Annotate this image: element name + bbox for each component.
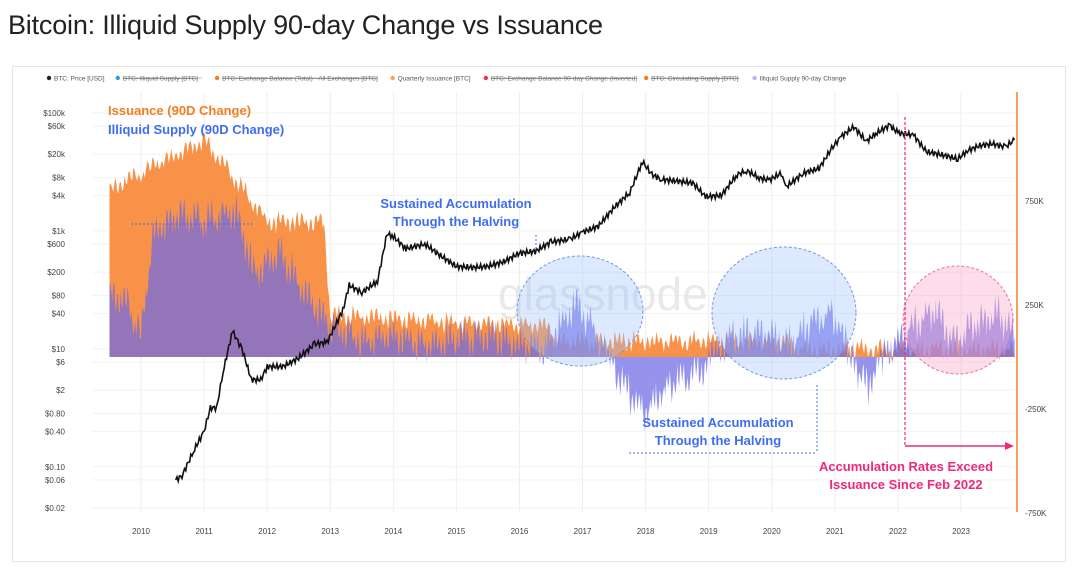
issuance-annotation: Issuance (90D Change) bbox=[108, 103, 251, 118]
left-tick-label: $40 bbox=[52, 309, 66, 318]
left-tick-label: $20k bbox=[48, 150, 66, 159]
legend-label: BTC: Circulating Supply [BTC] bbox=[651, 75, 739, 82]
chart-legend: BTC: Price [USD] BTC: Illiquid Supply [BT… bbox=[46, 75, 846, 82]
left-tick-label: $4k bbox=[52, 191, 66, 200]
illiquid-supply-area bbox=[109, 193, 1015, 432]
x-tick-label: 2015 bbox=[447, 527, 465, 536]
chart-frame: BTC: Price [USD] BTC: Illiquid Supply [BT… bbox=[12, 66, 1066, 562]
left-tick-label: $60k bbox=[48, 122, 66, 131]
left-tick-label: $80 bbox=[52, 292, 66, 301]
right-tick-label: 750K bbox=[1025, 197, 1044, 206]
left-tick-label: $1k bbox=[52, 227, 66, 236]
accum2-line2: Through the Halving bbox=[655, 433, 781, 448]
x-tick-label: 2016 bbox=[511, 527, 529, 536]
x-axis: 2010 2011 2012 2013 2014 2015 2016 2017 2018 2019… bbox=[132, 527, 970, 536]
page-title: Bitcoin: Illiquid Supply 90-day Change v… bbox=[8, 10, 603, 40]
accum-ellipse-3 bbox=[902, 265, 1014, 375]
accumulation-arrow-head bbox=[1005, 442, 1014, 450]
price-line bbox=[174, 122, 1015, 485]
left-tick-label: $0.80 bbox=[45, 410, 66, 419]
rates-line1: Accumulation Rates Exceed bbox=[819, 459, 993, 474]
x-tick-label: 2020 bbox=[763, 527, 781, 536]
x-tick-label: 2010 bbox=[132, 527, 150, 536]
accum-ellipse-1 bbox=[516, 255, 644, 367]
x-tick-label: 2014 bbox=[384, 527, 402, 536]
x-tick-label: 2012 bbox=[258, 527, 276, 536]
left-tick-label: $0.10 bbox=[45, 463, 66, 472]
legend-item-1[interactable]: BTC: Illiquid Supply [BTC] bbox=[115, 75, 203, 82]
legend-item-5[interactable]: BTC: Circulating Supply [BTC] bbox=[643, 75, 740, 82]
legend-item-4[interactable]: BTC: Exchange Balance 90-day Change (Inv… bbox=[483, 75, 638, 82]
x-tick-label: 2011 bbox=[195, 527, 213, 536]
accum1-line2: Through the Halving bbox=[393, 214, 519, 229]
x-tick-label: 2021 bbox=[826, 527, 844, 536]
x-tick-label: 2022 bbox=[889, 527, 907, 536]
x-tick-label: 2023 bbox=[952, 527, 970, 536]
legend-label: BTC: Exchange Balance 90-day Change (Inv… bbox=[491, 75, 638, 82]
legend-item-3[interactable]: Quarterly Issuance [BTC] bbox=[390, 75, 471, 82]
x-tick-label: 2019 bbox=[700, 527, 718, 536]
legend-label: BTC: Price [USD] bbox=[54, 75, 105, 82]
accum2-line1: Sustained Accumulation bbox=[642, 415, 793, 430]
right-tick-label: -250K bbox=[1025, 405, 1047, 414]
x-tick-label: 2018 bbox=[637, 527, 655, 536]
left-tick-label: $600 bbox=[47, 240, 65, 249]
left-axis: $100k $60k $20k $8k $4k $1k $600 $200 $80 $40 $10 $… bbox=[43, 109, 66, 513]
right-tick-label: 250K bbox=[1025, 301, 1044, 310]
left-tick-label: $0.40 bbox=[45, 427, 66, 436]
accum1-line1: Sustained Accumulation bbox=[380, 196, 531, 211]
legend-item-2[interactable]: BTC: Exchange Balance (Total) - All Exch… bbox=[214, 75, 378, 82]
legend-label: BTC: Illiquid Supply [BTC] bbox=[123, 75, 198, 82]
rates-line2: Issuance Since Feb 2022 bbox=[829, 477, 982, 492]
left-tick-label: $0.06 bbox=[45, 476, 66, 485]
x-tick-label: 2017 bbox=[574, 527, 592, 536]
x-tick-label: 2013 bbox=[321, 527, 339, 536]
left-tick-label: $10 bbox=[52, 345, 66, 354]
left-tick-label: $200 bbox=[47, 268, 65, 277]
left-tick-label: $8k bbox=[52, 174, 66, 183]
left-tick-label: $0.02 bbox=[45, 504, 66, 513]
legend-item-0[interactable]: BTC: Price [USD] bbox=[46, 75, 105, 82]
illiquid-annotation: Illiquid Supply (90D Change) bbox=[108, 122, 284, 137]
right-axis: 750K 250K -250K -750K bbox=[1025, 197, 1047, 518]
chart-svg: BTC: Price [USD] BTC: Illiquid Supply [BT… bbox=[43, 75, 1047, 536]
legend-item-6[interactable]: Illiquid Supply 90-day Change bbox=[752, 75, 846, 82]
legend-label: Illiquid Supply 90-day Change bbox=[760, 75, 847, 82]
left-tick-label: $2 bbox=[56, 386, 65, 395]
left-tick-label: $100k bbox=[43, 109, 66, 118]
accum-ellipse-2 bbox=[711, 246, 857, 380]
watermark: glassnode bbox=[498, 268, 708, 320]
left-tick-label: $6 bbox=[56, 358, 65, 367]
right-tick-label: -750K bbox=[1025, 509, 1047, 518]
legend-label: BTC: Exchange Balance (Total) - All Exch… bbox=[222, 75, 378, 82]
legend-label: Quarterly Issuance [BTC] bbox=[398, 75, 471, 82]
